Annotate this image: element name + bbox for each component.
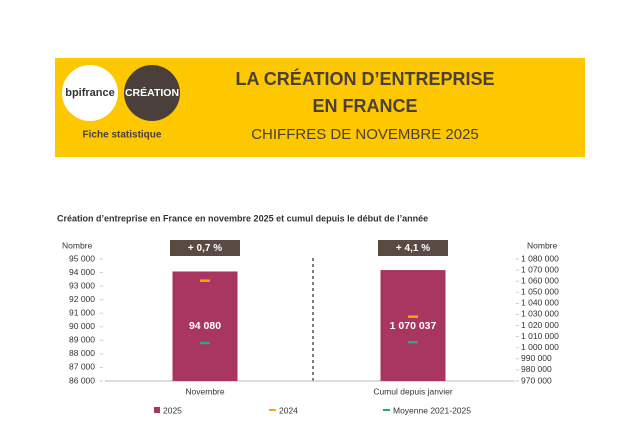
y2-tick-label: 1 030 000 bbox=[521, 309, 559, 319]
y-tick-label: 93 000 bbox=[69, 280, 95, 290]
bar bbox=[172, 271, 238, 381]
chart-title: Création d’entreprise en France en novem… bbox=[57, 213, 428, 223]
header-title: EN FRANCE bbox=[312, 96, 417, 116]
y2-tick-label: 980 000 bbox=[521, 364, 552, 374]
y2-tick-label: 1 040 000 bbox=[521, 298, 559, 308]
logo-bpifrance bbox=[62, 65, 118, 121]
y2-tick-label: 990 000 bbox=[521, 353, 552, 363]
annotation: + 4,1 % bbox=[396, 243, 430, 254]
y2-tick-label: 1 000 000 bbox=[521, 342, 559, 352]
header-caption: Fiche statistique bbox=[83, 130, 162, 141]
y-tick-label: 89 000 bbox=[69, 335, 95, 345]
legend-label: 2025 bbox=[163, 405, 182, 415]
annotation-box bbox=[378, 240, 448, 256]
y-tick-label: 91 000 bbox=[69, 307, 95, 317]
y-axis-label: Nombre bbox=[62, 240, 93, 250]
y-tick-label: 86 000 bbox=[69, 375, 95, 385]
value-label: 94 080 bbox=[189, 320, 221, 332]
x-tick-label: Novembre bbox=[185, 386, 224, 396]
y-tick-label: 90 000 bbox=[69, 321, 95, 331]
y-tick-label: 88 000 bbox=[69, 348, 95, 358]
logo-creation bbox=[124, 65, 180, 121]
y2-tick-label: 1 060 000 bbox=[521, 275, 559, 285]
logo-text: CRÉATION bbox=[125, 86, 179, 99]
y2-tick-label: 970 000 bbox=[521, 375, 552, 385]
annotation: + 0,7 % bbox=[188, 243, 222, 254]
y2-tick-label: 1 080 000 bbox=[521, 253, 559, 263]
x-tick-label: Cumul depuis janvier bbox=[373, 386, 453, 396]
y2-axis-label: Nombre bbox=[527, 240, 558, 250]
value-label: 1 070 037 bbox=[390, 320, 437, 332]
legend-label: Moyenne 2021-2025 bbox=[393, 405, 471, 415]
y-tick-label: 87 000 bbox=[69, 362, 95, 372]
y-tick-label: 95 000 bbox=[69, 253, 95, 263]
y2-tick-label: 1 070 000 bbox=[521, 264, 559, 274]
header-title: LA CRÉATION D’ENTREPRISE bbox=[235, 68, 494, 89]
y-tick-label: 92 000 bbox=[69, 294, 95, 304]
bar bbox=[380, 270, 446, 381]
legend-label: 2024 bbox=[279, 405, 298, 415]
legend-symbol bbox=[154, 407, 160, 413]
logo-text: bpifrance bbox=[65, 87, 115, 99]
header-subtitle: CHIFFRES DE NOVEMBRE 2025 bbox=[251, 126, 479, 143]
y2-tick-label: 1 050 000 bbox=[521, 287, 559, 297]
y-tick-label: 94 000 bbox=[69, 267, 95, 277]
annotation-box bbox=[170, 240, 240, 256]
y2-tick-label: 1 010 000 bbox=[521, 331, 559, 341]
y2-tick-label: 1 020 000 bbox=[521, 320, 559, 330]
